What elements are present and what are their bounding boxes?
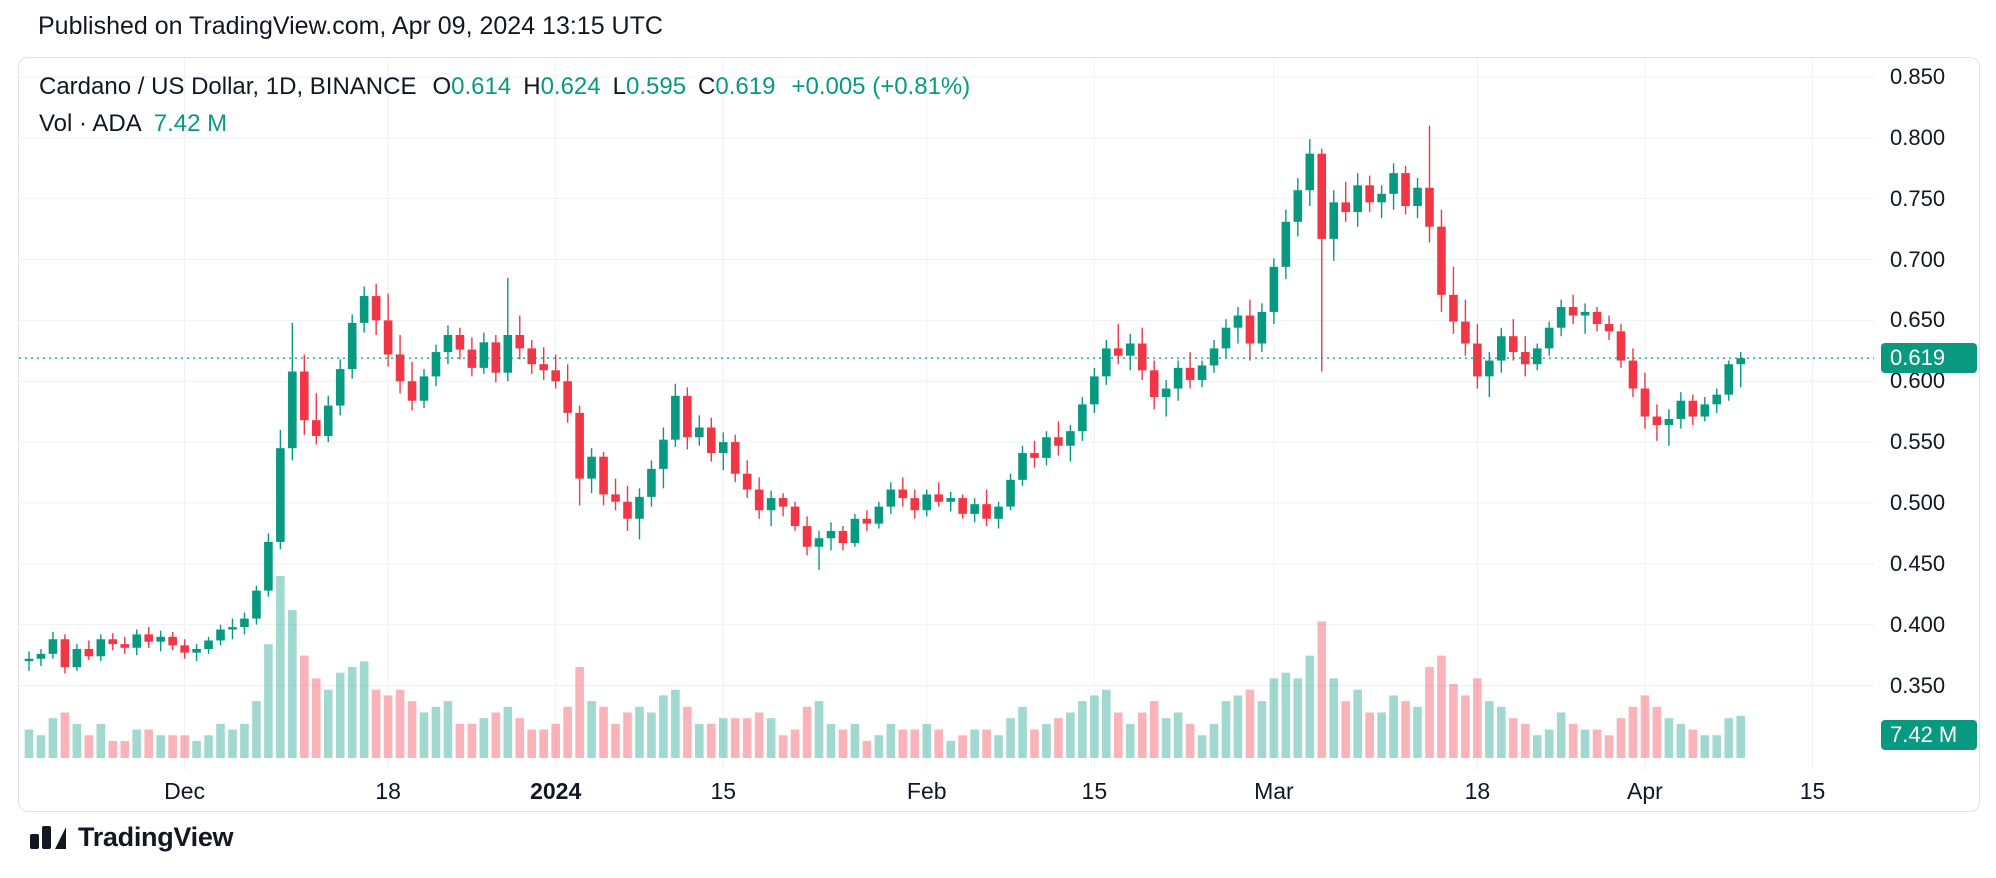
candlestick-chart[interactable] [19,58,1874,770]
time-axis-label: 15 [1081,778,1108,804]
tradingview-link[interactable]: TradingView [30,822,234,853]
published-line: Published on TradingView.com, Apr 09, 20… [38,12,663,40]
volume-bars [24,576,1746,758]
time-axis-label: 15 [1799,778,1826,804]
price-change: +0.005 (+0.81%) [791,73,971,100]
grid-lines [19,58,1874,770]
price-axis-label: 0.400 [1890,611,1946,637]
high-value: H0.624 [523,73,601,100]
price-axis-label: 0.350 [1890,672,1946,698]
close-value: C0.619 [698,73,776,100]
time-axis-label: Mar [1254,778,1294,804]
price-axis-label: 0.750 [1890,185,1946,211]
time-axis[interactable]: Dec 18 2024 15 Feb 15 Mar 18 Apr 15 [19,770,1874,810]
time-axis-label: Apr [1627,778,1663,804]
brand-name: TradingView [78,822,234,852]
time-axis-label: 15 [710,778,737,804]
time-axis-label: 18 [1464,778,1491,804]
chart-card: Cardano / US Dollar, 1D, BINANCE O0.614 … [18,57,1980,812]
last-price-badge: 0.619 [1881,343,1977,374]
price-axis-label: 0.550 [1890,429,1946,455]
price-axis-label: 0.450 [1890,550,1946,576]
price-axis-label: 0.500 [1890,489,1946,515]
price-axis[interactable]: 0.850 0.800 0.750 0.700 0.650 0.600 0.550 0.500… [1874,58,1979,770]
symbol-title[interactable]: Cardano / US Dollar, 1D, BINANCE [39,73,417,100]
volume-label: Vol · ADA [39,110,142,137]
last-volume-badge: 7.42 M [1881,720,1977,750]
tradingview-logo-icon [30,826,66,849]
volume-value: 7.42 M [153,110,228,137]
time-axis-label: Dec [164,778,206,804]
legend-row-ohlc: Cardano / US Dollar, 1D, BINANCE O0.614 … [39,73,970,101]
time-axis-label: 2024 [530,778,582,804]
price-axis-label: 0.850 [1890,64,1946,89]
low-value: L0.595 [612,73,687,100]
candles [24,125,1746,674]
time-axis-label: Feb [906,778,947,804]
chart-legend: Cardano / US Dollar, 1D, BINANCE O0.614 … [39,73,970,138]
open-value: O0.614 [432,73,512,100]
legend-row-volume: Vol · ADA 7.42 M [39,110,970,138]
price-axis-label: 0.700 [1890,246,1946,272]
time-axis-label: 18 [375,778,401,804]
price-axis-label: 0.800 [1890,124,1946,150]
price-axis-label: 0.650 [1890,307,1946,333]
